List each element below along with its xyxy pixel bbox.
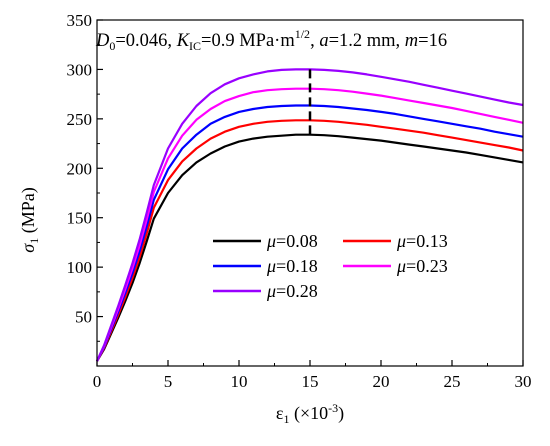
legend-item-3: μ=0.18 — [213, 256, 318, 276]
x-axis-ticks: 0 5 10 15 20 25 30 — [93, 360, 532, 391]
legend-label: μ=0.23 — [396, 256, 448, 276]
x-tick-label: 20 — [373, 372, 390, 391]
series-curves — [95, 68, 524, 362]
y-tick-label: 200 — [67, 159, 93, 178]
legend-label: μ=0.28 — [266, 281, 318, 301]
chart-title: D0=0.046, KIC=0.9 MPa·m1/2, a=1.2 mm, m=… — [95, 27, 447, 53]
series-line-1 — [96, 133, 524, 362]
x-tick-label: 30 — [515, 372, 532, 391]
legend-label: μ=0.18 — [266, 256, 318, 276]
series-line-5 — [95, 68, 524, 362]
y-axis-ticks: 50 100 150 200 250 300 350 — [67, 11, 103, 342]
x-axis-label: ε1 (×10-3) — [276, 401, 344, 426]
y-tick-label: 50 — [75, 308, 92, 327]
series-line-2 — [96, 119, 524, 362]
x-tick-label: 0 — [93, 372, 102, 391]
y-tick-label: 250 — [67, 110, 93, 129]
series-line-3 — [96, 104, 524, 362]
legend-label: μ=0.13 — [396, 231, 448, 251]
y-tick-label: 100 — [67, 258, 93, 277]
y-tick-label: 350 — [67, 11, 93, 30]
x-tick-label: 5 — [164, 372, 173, 391]
x-tick-label: 10 — [231, 372, 248, 391]
y-tick-label: 300 — [67, 60, 93, 79]
legend-item-4: μ=0.23 — [343, 256, 448, 276]
y-tick-label: 150 — [67, 209, 93, 228]
series-line-4 — [96, 87, 524, 362]
x-tick-label: 15 — [302, 372, 319, 391]
x-tick-label: 25 — [444, 372, 461, 391]
legend-item-2: μ=0.13 — [343, 231, 448, 251]
legend-item-5: μ=0.28 — [213, 281, 318, 301]
legend: μ=0.08 μ=0.13 μ=0.18 μ=0.23 μ=0.28 — [213, 231, 448, 301]
legend-item-1: μ=0.08 — [213, 231, 318, 251]
legend-label: μ=0.08 — [266, 231, 318, 251]
y-axis-label: σ1 (MPa) — [18, 187, 41, 252]
